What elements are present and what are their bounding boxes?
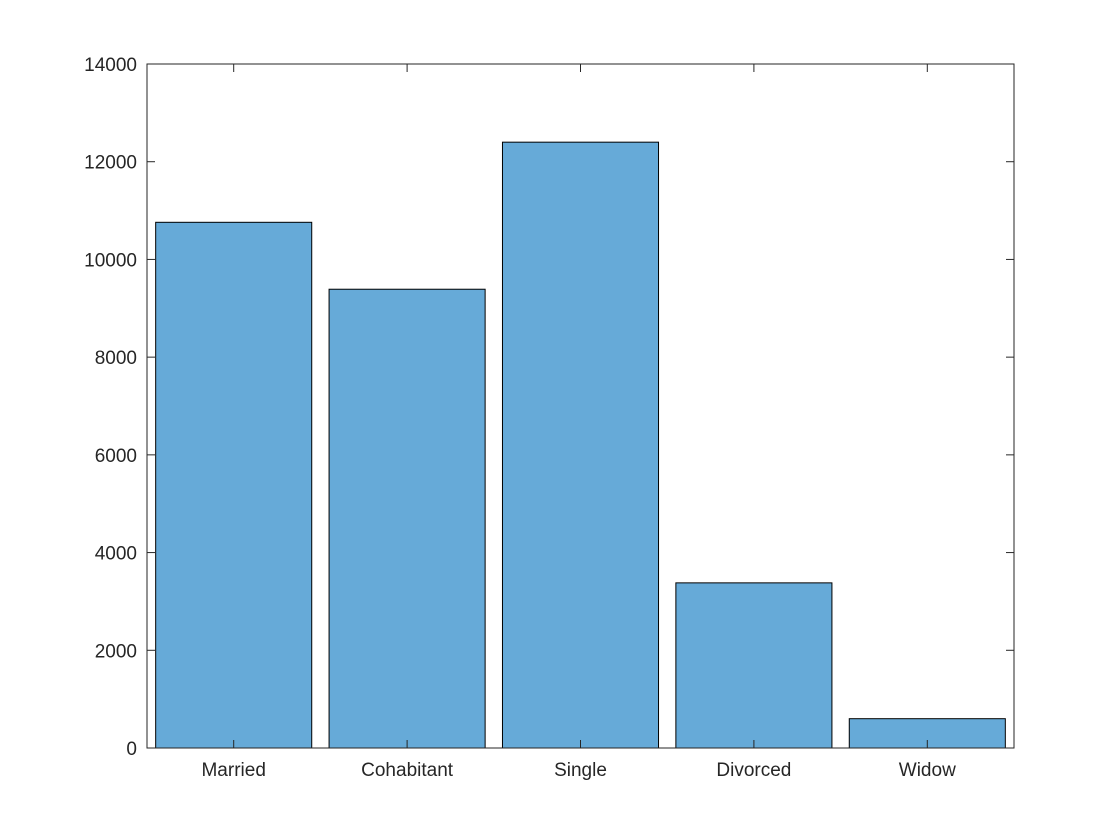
bar-married [155, 221, 313, 749]
y-tick-label: 10000 [84, 250, 137, 271]
ticks-layer: Married Cohabitant Single Divorced Widow 0 200… [84, 55, 1014, 781]
y-tick-label: 12000 [84, 153, 137, 174]
bar-cohabitant [328, 288, 486, 749]
x-tick-label: Single [554, 760, 607, 781]
x-tick-label: Divorced [716, 760, 791, 781]
x-tick-label: Widow [899, 760, 956, 781]
y-tick-label: 14000 [84, 55, 137, 76]
y-tick-label: 0 [126, 739, 137, 760]
y-tick-label: 8000 [95, 348, 137, 369]
x-tick-label: Married [201, 760, 265, 781]
y-tick-label: 2000 [95, 641, 137, 662]
y-tick-label: 4000 [95, 544, 137, 565]
bar-divorced [675, 582, 833, 749]
bar-single [501, 141, 660, 749]
x-tick-label: Cohabitant [361, 760, 454, 781]
y-tick-label: 6000 [95, 446, 137, 467]
bars-layer [155, 141, 1006, 749]
